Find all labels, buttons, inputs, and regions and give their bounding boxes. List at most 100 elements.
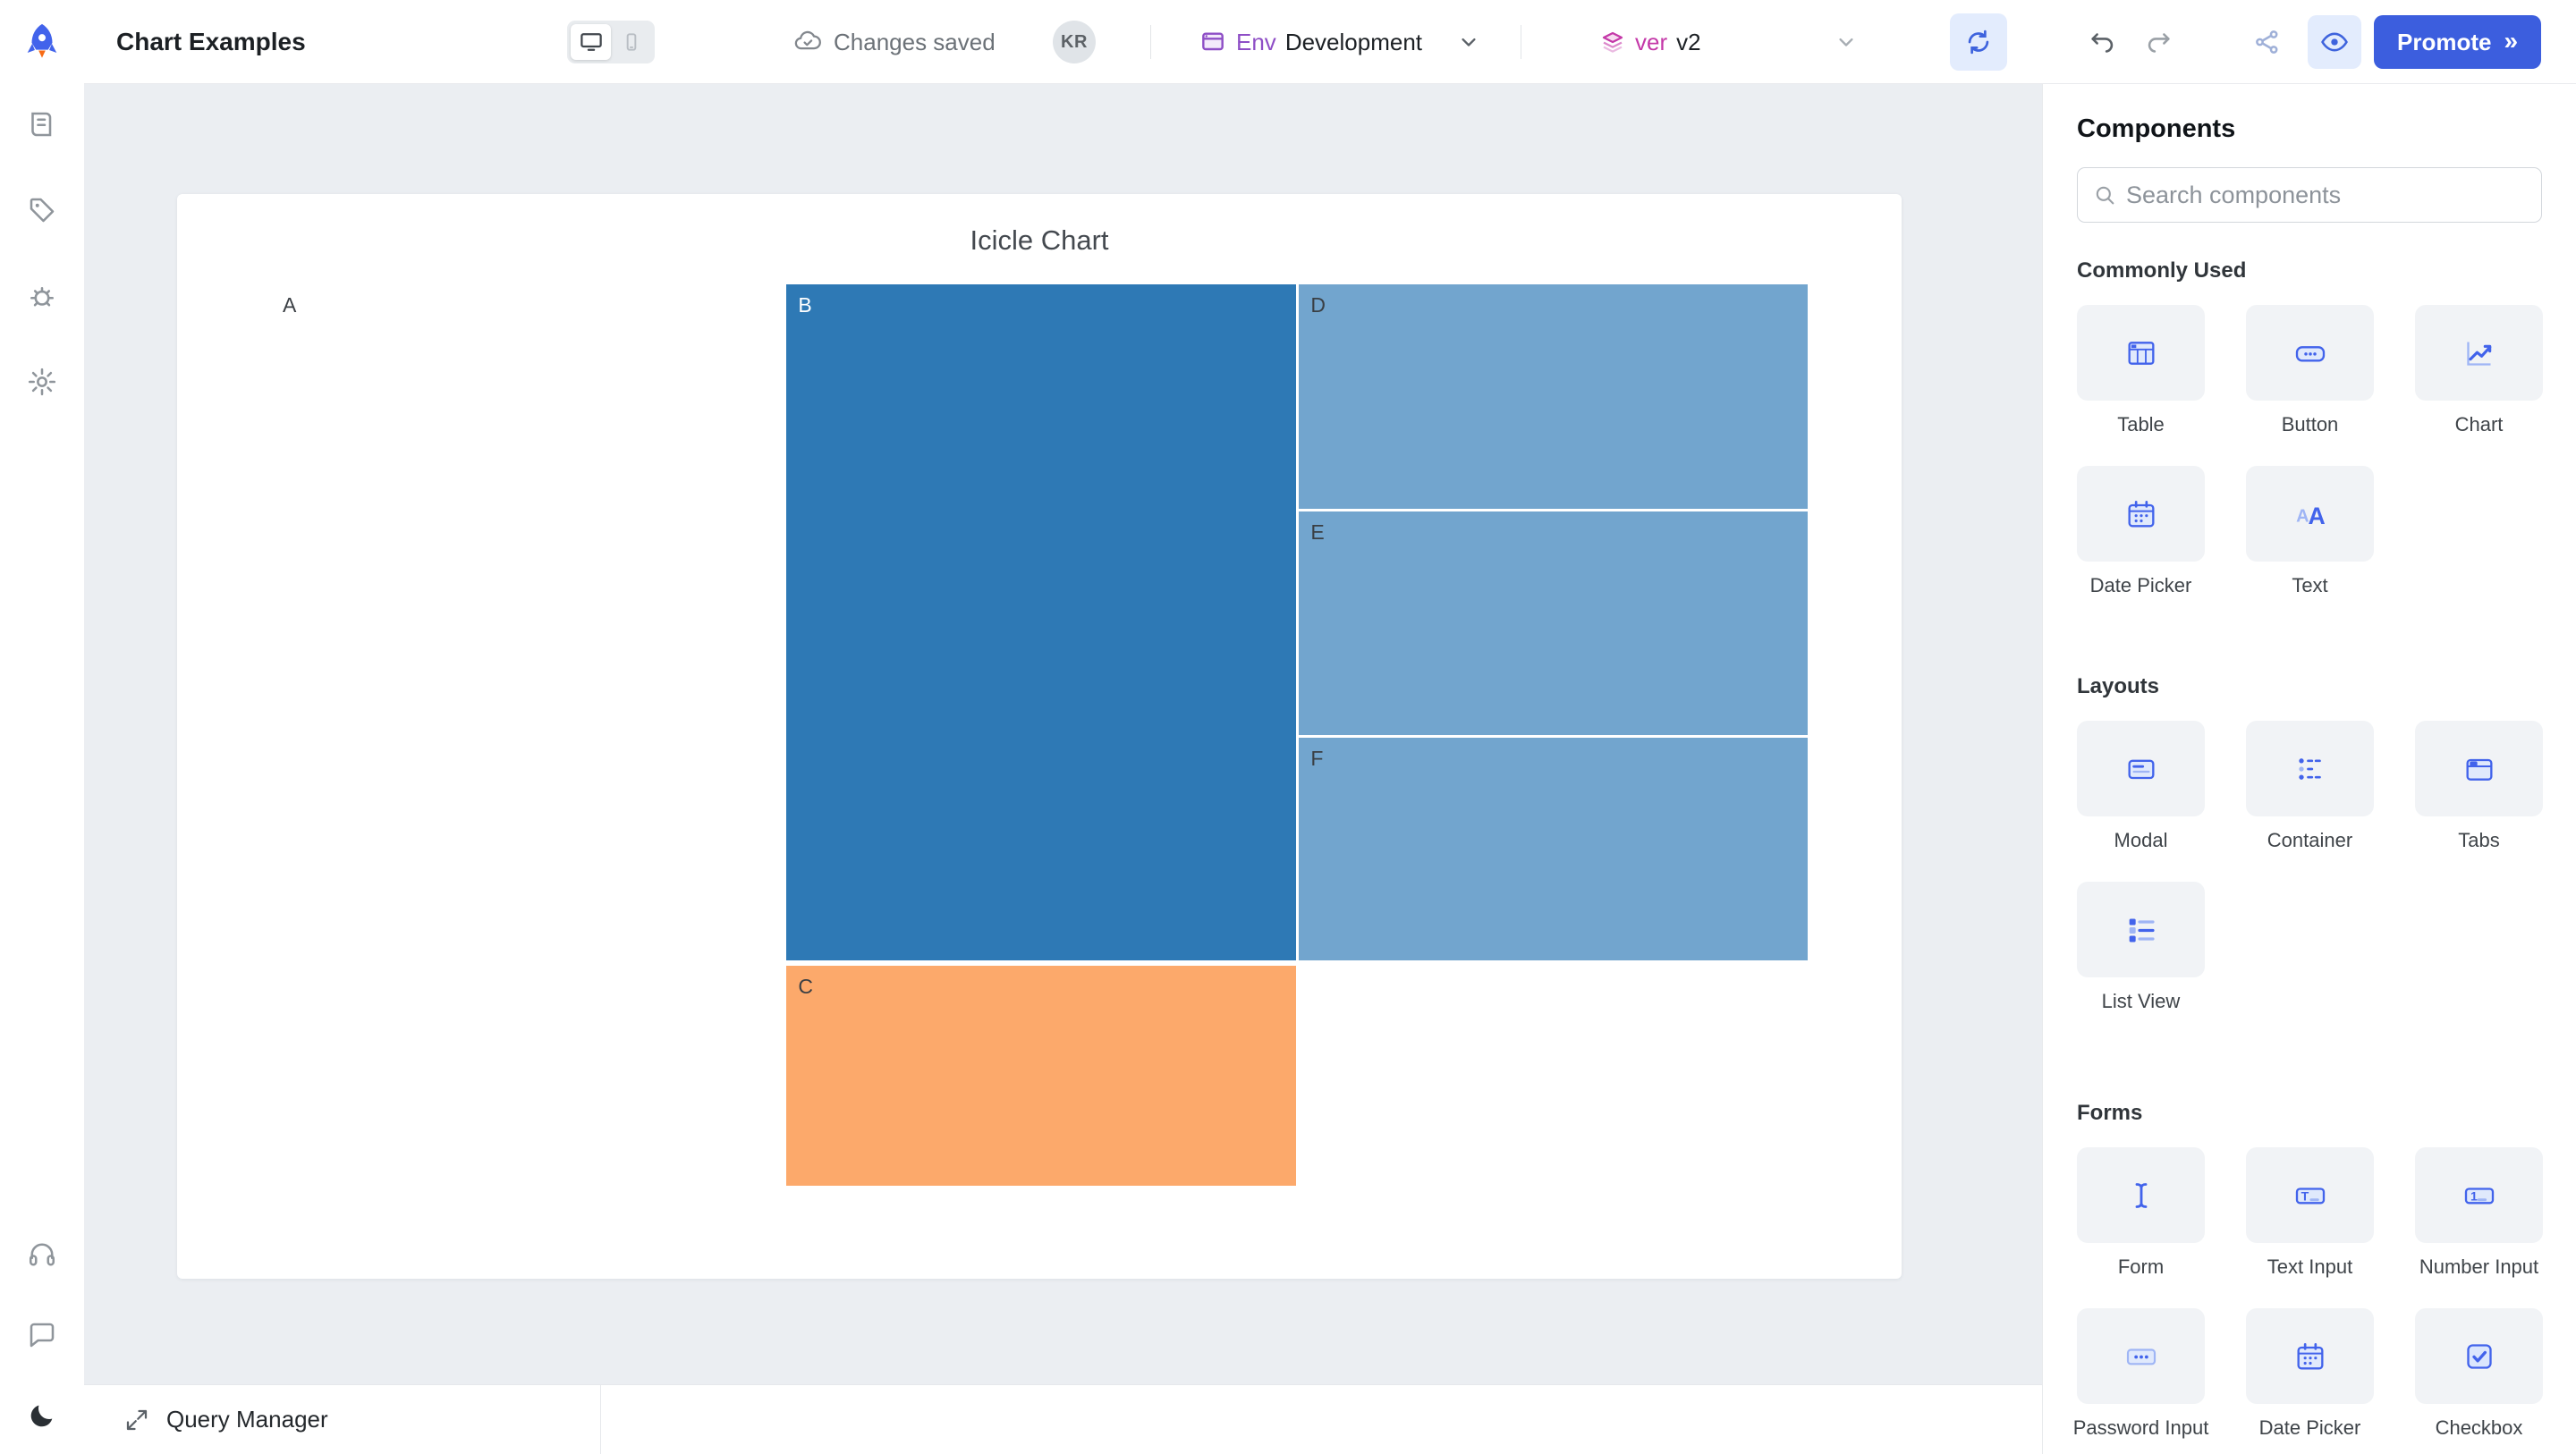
component-text-input[interactable]: T Text Input (2246, 1147, 2374, 1279)
component-label: Date Picker (2089, 574, 2192, 596)
component-label: Container (2267, 829, 2353, 851)
icicle-tile-label: A (283, 293, 297, 317)
bug-icon[interactable] (25, 279, 59, 313)
rocket-logo[interactable] (21, 20, 64, 63)
desktop-toggle[interactable] (571, 24, 611, 60)
pages-icon[interactable] (25, 107, 59, 141)
component-password-input[interactable]: Password Input (2073, 1308, 2208, 1440)
editor-canvas[interactable]: Icicle Chart A B C D E F Query Manager (84, 84, 2042, 1454)
listview-icon (2077, 882, 2205, 977)
passwordinput-icon (2077, 1308, 2205, 1404)
component-grid: Form T Text Input 1 Number Input Password Inp… (2073, 1147, 2543, 1440)
version-chevron-down-icon[interactable] (1834, 0, 1859, 84)
icicle-plot: A B C D E F (271, 284, 1808, 1186)
cloud-saved-icon (794, 30, 821, 50)
component-label: Chart (2454, 413, 2504, 435)
moon-icon[interactable] (25, 1399, 59, 1433)
refresh-icon (1968, 30, 1989, 55)
icicle-tile-C[interactable]: C (786, 965, 1296, 1186)
component-chart[interactable]: Chart (2415, 305, 2543, 436)
avatar[interactable]: KR (1053, 21, 1096, 63)
component-button[interactable]: Button (2246, 305, 2374, 436)
redo-button[interactable] (2143, 0, 2174, 84)
environment-selector[interactable]: Env Development (1199, 0, 1481, 84)
component-label: Number Input (2419, 1255, 2539, 1278)
mobile-toggle[interactable] (611, 24, 651, 60)
component-form[interactable]: Form (2077, 1147, 2205, 1279)
component-date-picker[interactable]: Date Picker (2246, 1308, 2374, 1440)
query-manager-label: Query Manager (166, 1406, 328, 1433)
numberinput-icon: 1 (2415, 1147, 2543, 1243)
search-icon (2096, 186, 2114, 205)
components-section: Layouts Modal Container Tabs List View (2077, 674, 2543, 1013)
icicle-tile-label: D (1310, 293, 1326, 317)
share-icon (2256, 30, 2278, 54)
icicle-tile-D[interactable]: D (1299, 284, 1808, 509)
icicle-tile-label: F (1310, 747, 1324, 771)
svg-text:A: A (2308, 502, 2325, 528)
textinput-icon: T (2246, 1147, 2374, 1243)
icicle-tile-E[interactable]: E (1299, 511, 1808, 735)
component-number-input[interactable]: 1 Number Input (2415, 1147, 2543, 1279)
query-manager-toggle[interactable]: Query Manager (84, 1385, 601, 1454)
component-label: Table (2117, 413, 2165, 435)
chevron-down-icon (1456, 30, 1481, 55)
section-label: Commonly Used (2077, 258, 2247, 283)
component-list-view[interactable]: List View (2077, 882, 2205, 1013)
chat-icon[interactable] (25, 1318, 59, 1352)
search-input[interactable] (2126, 181, 2527, 209)
component-label: Modal (2114, 829, 2168, 851)
component-label: Text (2292, 574, 2328, 596)
component-checkbox[interactable]: Checkbox (2415, 1308, 2543, 1440)
undo-icon (2091, 33, 2114, 53)
svg-text:1: 1 (2470, 1189, 2478, 1204)
refresh-button[interactable] (1950, 13, 2007, 71)
datepicker-icon (2246, 1308, 2374, 1404)
svg-text:T: T (2301, 1189, 2309, 1204)
chart-component[interactable]: Icicle Chart A B C D E F (177, 194, 1902, 1279)
modal-icon (2077, 721, 2205, 816)
topbar: Chart Examples Changes saved KR (84, 0, 2576, 84)
components-panel: Components Commonly Used Table Button Chart… (2042, 84, 2576, 1454)
component-container[interactable]: Container (2246, 721, 2374, 852)
icicle-tile-F[interactable]: F (1299, 738, 1808, 960)
preview-button[interactable] (2308, 15, 2361, 69)
components-section: Commonly Used Table Button Chart Date Picker… (2077, 258, 2543, 597)
component-table[interactable]: Table (2077, 305, 2205, 436)
tag-icon[interactable] (25, 193, 59, 227)
component-tabs[interactable]: Tabs (2415, 721, 2543, 852)
mobile-icon (626, 33, 636, 51)
bottom-bar: Query Manager (84, 1384, 2042, 1454)
icicle-tile-B[interactable]: B (786, 284, 1296, 960)
component-date-picker[interactable]: Date Picker (2077, 466, 2205, 597)
component-grid: Modal Container Tabs List View (2077, 721, 2543, 1013)
chart-title: Icicle Chart (970, 224, 1109, 256)
tabs-icon (2415, 721, 2543, 816)
component-text[interactable]: A A Text (2246, 466, 2374, 597)
version-layers-icon (1602, 31, 1623, 53)
component-label: Form (2117, 1255, 2165, 1278)
button-icon (2246, 305, 2374, 401)
rocket-icon (27, 23, 57, 58)
topbar-divider (1150, 25, 1151, 59)
gear-icon[interactable] (25, 365, 59, 399)
undo-button[interactable] (2088, 0, 2118, 84)
component-label: Password Input (2072, 1416, 2209, 1439)
version-selector[interactable]: ver v2 (1599, 0, 1701, 84)
component-search (2077, 167, 2542, 223)
icicle-tile-A[interactable]: A (271, 284, 784, 1186)
component-label: Checkbox (2435, 1416, 2523, 1439)
component-modal[interactable]: Modal (2077, 721, 2205, 852)
ver-label: ver (1635, 28, 1668, 55)
app-title: Chart Examples (116, 28, 306, 55)
share-button[interactable] (2252, 0, 2283, 84)
double-chevron-right-icon: » (2504, 27, 2519, 55)
components-panel-title: Components (2077, 114, 2236, 143)
container-icon (2246, 721, 2374, 816)
component-label: Text Input (2267, 1255, 2353, 1278)
promote-button[interactable]: Promote » (2374, 15, 2542, 69)
table-icon (2077, 305, 2205, 401)
expand-icon (126, 1409, 148, 1430)
headset-icon[interactable] (25, 1238, 59, 1272)
section-label: Layouts (2077, 674, 2160, 698)
